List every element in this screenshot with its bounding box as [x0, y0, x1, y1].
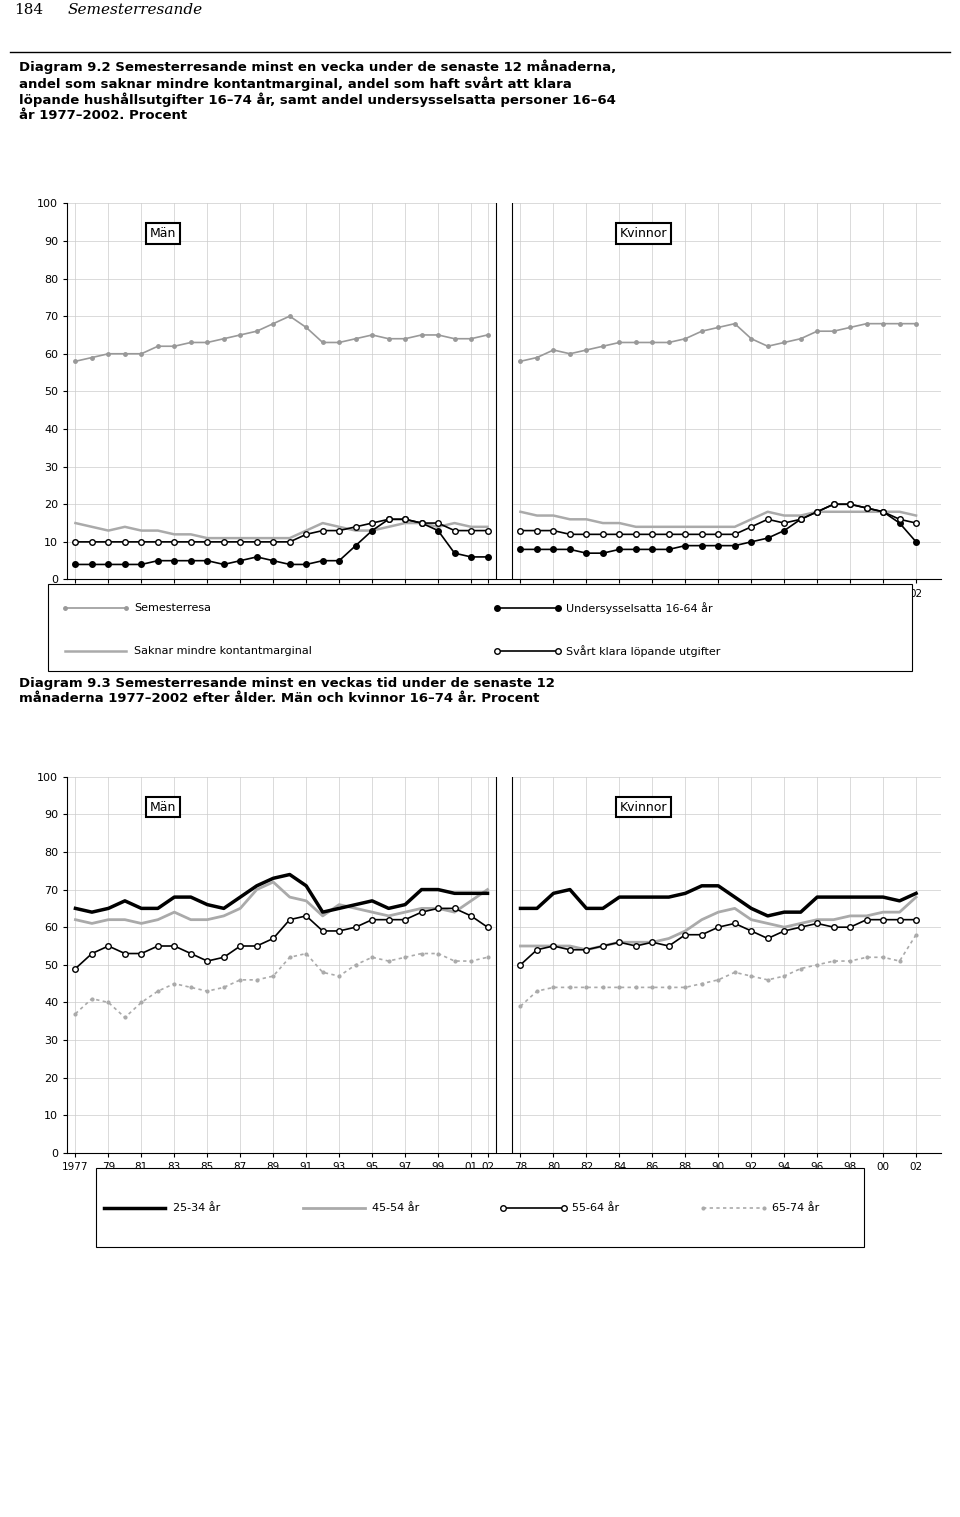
- Bar: [495, 203, 513, 579]
- FancyBboxPatch shape: [48, 584, 912, 671]
- Text: 65-74 år: 65-74 år: [772, 1203, 819, 1212]
- Bar: [495, 777, 513, 1153]
- Text: 184: 184: [14, 3, 43, 17]
- Text: 55-64 år: 55-64 år: [572, 1203, 619, 1212]
- Text: Män: Män: [150, 228, 176, 240]
- Text: 45-54 år: 45-54 år: [372, 1203, 420, 1212]
- Text: Diagram 9.2 Semesterresande minst en vecka under de senaste 12 månaderna,
andel : Diagram 9.2 Semesterresande minst en vec…: [19, 59, 616, 123]
- Text: Saknar mindre kontantmarginal: Saknar mindre kontantmarginal: [134, 646, 312, 657]
- FancyBboxPatch shape: [96, 1168, 864, 1247]
- Text: Undersysselsatta 16-64 år: Undersysselsatta 16-64 år: [566, 602, 713, 614]
- Text: Kvinnor: Kvinnor: [619, 228, 667, 240]
- Text: Män: Män: [150, 801, 176, 813]
- Text: 25-34 år: 25-34 år: [173, 1203, 220, 1212]
- Text: Semesterresande: Semesterresande: [67, 3, 203, 17]
- Text: Diagram 9.3 Semesterresande minst en veckas tid under de senaste 12
månaderna 19: Diagram 9.3 Semesterresande minst en vec…: [19, 677, 555, 704]
- Text: Kvinnor: Kvinnor: [619, 801, 667, 813]
- Text: Svårt klara löpande utgifter: Svårt klara löpande utgifter: [566, 646, 721, 657]
- Text: Semesterresa: Semesterresa: [134, 604, 211, 613]
